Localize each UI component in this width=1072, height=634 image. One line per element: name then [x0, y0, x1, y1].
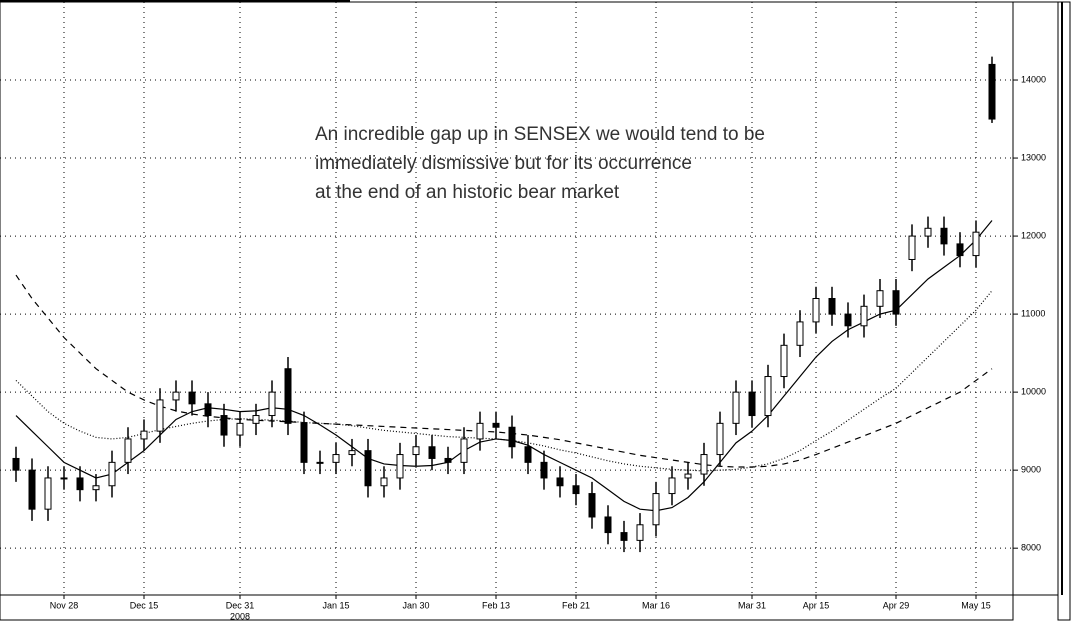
- candle-body: [844, 313, 852, 327]
- candle-body: [588, 493, 596, 518]
- x-tick-label: Mar 31: [738, 600, 766, 610]
- x-tick-label: Feb 13: [482, 600, 510, 610]
- candle-body: [108, 461, 116, 487]
- side-panel: [1057, 1, 1071, 621]
- y-tick-label: 9000: [1021, 465, 1041, 475]
- annotation: at the end of an historic bear market: [315, 182, 620, 203]
- candle-body: [924, 227, 932, 237]
- candle-body: [12, 457, 20, 471]
- y-tick-label: 11000: [1021, 308, 1045, 318]
- candle-body: [652, 493, 660, 526]
- candle-body: [284, 368, 292, 424]
- candle-body: [428, 446, 436, 459]
- y-tick-label: 8000: [1021, 543, 1041, 553]
- y-tick-label: 14000: [1021, 74, 1046, 84]
- candle-body: [252, 415, 260, 424]
- candle-body: [700, 454, 708, 475]
- candle-body: [220, 415, 228, 436]
- candle-body: [316, 461, 324, 464]
- candle-body: [412, 446, 420, 456]
- candle-body: [444, 457, 452, 463]
- x-tick-label: Jan 15: [322, 600, 349, 610]
- candle-body: [668, 477, 676, 495]
- candle-body: [604, 516, 612, 534]
- candle-body: [92, 485, 100, 491]
- annotation: immediately dismissive but for its occur…: [315, 153, 692, 174]
- x-axis-panel: [0, 594, 1014, 621]
- x-tick-label: Apr 29: [883, 600, 910, 610]
- year-label: 2008: [230, 611, 250, 621]
- candle-body: [972, 231, 980, 257]
- candle-body: [124, 438, 132, 463]
- candle-body: [396, 454, 404, 479]
- candle-body: [28, 469, 36, 510]
- candle-body: [300, 422, 308, 463]
- y-tick-label: 12000: [1021, 230, 1046, 240]
- candle-body: [508, 426, 516, 448]
- candle-body: [172, 391, 180, 401]
- plot-frame: [0, 1, 1014, 596]
- annotation: An incredible gap up in SENSEX we would …: [315, 124, 765, 145]
- candle-body: [44, 477, 52, 510]
- x-tick-label: May 15: [961, 600, 991, 610]
- candle-body: [956, 243, 964, 257]
- moving-average-line: [15, 290, 993, 472]
- moving-average-line: [15, 220, 993, 512]
- candle-body: [188, 391, 196, 405]
- candle-body: [524, 446, 532, 463]
- candle-body: [908, 235, 916, 260]
- candle-body: [620, 532, 628, 541]
- candle-body: [140, 430, 148, 440]
- x-tick-label: Mar 16: [642, 600, 670, 610]
- x-tick-label: Nov 28: [50, 600, 79, 610]
- candle-body: [892, 290, 900, 315]
- candle-body: [716, 422, 724, 456]
- x-tick-label: Apr 15: [803, 600, 830, 610]
- candle-body: [348, 450, 356, 456]
- candle-body: [76, 477, 84, 491]
- candle-body: [364, 450, 372, 487]
- candle-body: [764, 376, 772, 417]
- x-tick-label: Jan 30: [402, 600, 429, 610]
- candle-body: [380, 477, 388, 487]
- candle-body: [476, 422, 484, 440]
- candle-body: [860, 305, 868, 327]
- x-tick-label: Feb 21: [562, 600, 590, 610]
- candle-body: [732, 391, 740, 424]
- candle-body: [812, 298, 820, 323]
- candle-body: [796, 321, 804, 346]
- candle-body: [556, 477, 564, 487]
- candle-body: [780, 344, 788, 378]
- candle-body: [60, 477, 68, 480]
- candle-body: [156, 399, 164, 432]
- x-tick-label: Dec 31: [226, 600, 255, 610]
- axis-panel: [1012, 1, 1059, 596]
- candle-body: [940, 227, 948, 245]
- candle-body: [492, 422, 500, 428]
- moving-average-line: [15, 274, 993, 468]
- y-tick-label: 13000: [1021, 152, 1046, 162]
- candle-body: [748, 391, 756, 417]
- candle-body: [268, 391, 276, 417]
- candle-body: [204, 403, 212, 417]
- candle-body: [988, 63, 996, 120]
- candle-body: [572, 485, 580, 495]
- y-tick-label: 10000: [1021, 387, 1046, 397]
- candle-body: [636, 524, 644, 541]
- candle-body: [332, 454, 340, 463]
- candle-body: [684, 473, 692, 479]
- candle-body: [876, 290, 884, 307]
- candle-body: [236, 422, 244, 436]
- candle-body: [828, 298, 836, 315]
- candle-body: [540, 461, 548, 479]
- candle-body: [460, 438, 468, 463]
- x-tick-label: Dec 15: [130, 600, 159, 610]
